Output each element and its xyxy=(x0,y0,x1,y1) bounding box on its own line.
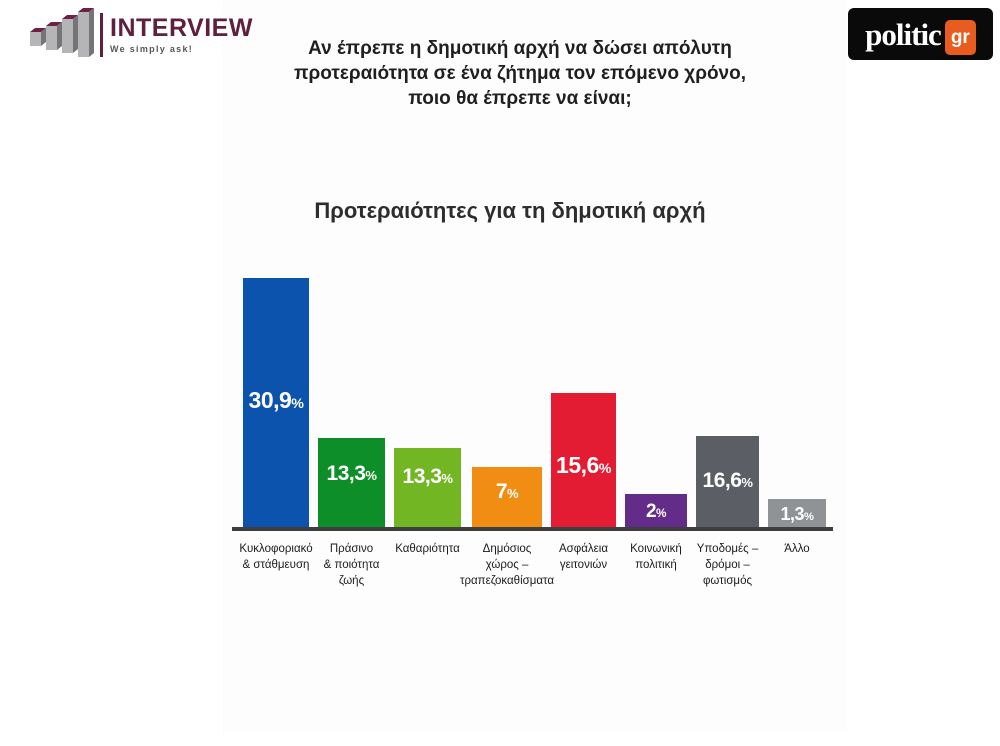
x-axis-label-4: Δημόσιος χώρος – τραπεζοκαθίσματα xyxy=(459,543,555,588)
x-axis-label-6: Κοινωνική πολιτική xyxy=(630,543,682,572)
bar-value-percent-sign: % xyxy=(656,507,667,521)
bar-value-label: 13,3% xyxy=(318,462,385,485)
bar-value-percent-sign: % xyxy=(365,467,377,483)
interview-logo-divider xyxy=(100,13,103,57)
bar-chart: 30,9% Κυκλοφοριακό & στάθμευση 13,3% Πράσιν… xyxy=(230,260,840,587)
bar-value-number: 30,9 xyxy=(248,386,292,413)
x-axis-label-3: Καθαριότητα xyxy=(395,543,460,555)
bar-value-percent-sign: % xyxy=(741,474,753,490)
politic-logo: politic gr xyxy=(848,8,993,60)
bar-3: 13,3% xyxy=(394,448,461,527)
bar-value-percent-sign: % xyxy=(441,470,453,486)
bar-value-number: 13,3 xyxy=(402,464,442,488)
bar-value-label: 15,6% xyxy=(551,451,616,478)
politic-gr-badge: gr xyxy=(944,19,976,55)
bar-value-number: 15,6 xyxy=(556,451,599,478)
bar-value-label: 13,3% xyxy=(394,465,461,488)
bar-1: 30,9% xyxy=(243,278,309,527)
bar-4: 7% xyxy=(472,467,542,527)
bar-6: 2% xyxy=(625,494,687,527)
bar-7: 16,6% xyxy=(696,436,759,527)
slide-panel xyxy=(222,0,847,733)
bar-value-number: 7 xyxy=(495,479,508,503)
interview-bars-icon xyxy=(30,8,94,57)
bar-value-number: 13,3 xyxy=(326,461,366,485)
politic-wordmark: politic xyxy=(865,16,942,52)
bar-5: 15,6% xyxy=(551,393,616,527)
bar-value-percent-sign: % xyxy=(598,460,612,477)
bar-value-label: 2% xyxy=(625,501,687,523)
bar-8: 1,3% xyxy=(768,499,826,527)
chart-title: Προτεραιότητες για τη δημοτική αρχή xyxy=(314,198,706,223)
bar-value-number: 1,3 xyxy=(780,504,805,525)
interview-wordmark: INTERVIEW xyxy=(110,14,253,42)
x-axis-label-8: Άλλο xyxy=(784,543,810,555)
bar-value-percent-sign: % xyxy=(804,511,814,524)
x-axis-label-1: Κυκλοφοριακό & στάθμευση xyxy=(239,543,313,572)
bar-2: 13,3% xyxy=(318,438,385,527)
bar-value-label: 30,9% xyxy=(243,386,309,413)
x-axis-label-2: Πράσινο & ποιότητα ζωής xyxy=(323,543,380,588)
bar-value-number: 2 xyxy=(645,501,657,523)
poll-question: Αν έπρεπε η δημοτική αρχή να δώσει απόλυ… xyxy=(293,38,747,110)
x-axis-label-7: Υποδομές – δρόμοι – φωτισμός xyxy=(696,543,759,588)
interview-logo: INTERVIEW We simply ask! xyxy=(28,6,253,64)
bar-value-number: 16,6 xyxy=(702,468,742,492)
bar-value-percent-sign: % xyxy=(507,485,519,501)
bar-value-label: 1,3% xyxy=(768,504,826,525)
bar-value-label: 7% xyxy=(472,480,542,503)
bar-value-label: 16,6% xyxy=(696,469,759,492)
x-axis-line xyxy=(232,527,833,531)
interview-tagline: We simply ask! xyxy=(110,44,194,54)
interview-logo-text: INTERVIEW We simply ask! xyxy=(110,14,253,55)
x-axis-label-5: Ασφάλεια γειτονιών xyxy=(559,543,608,572)
bar-value-percent-sign: % xyxy=(291,395,304,412)
